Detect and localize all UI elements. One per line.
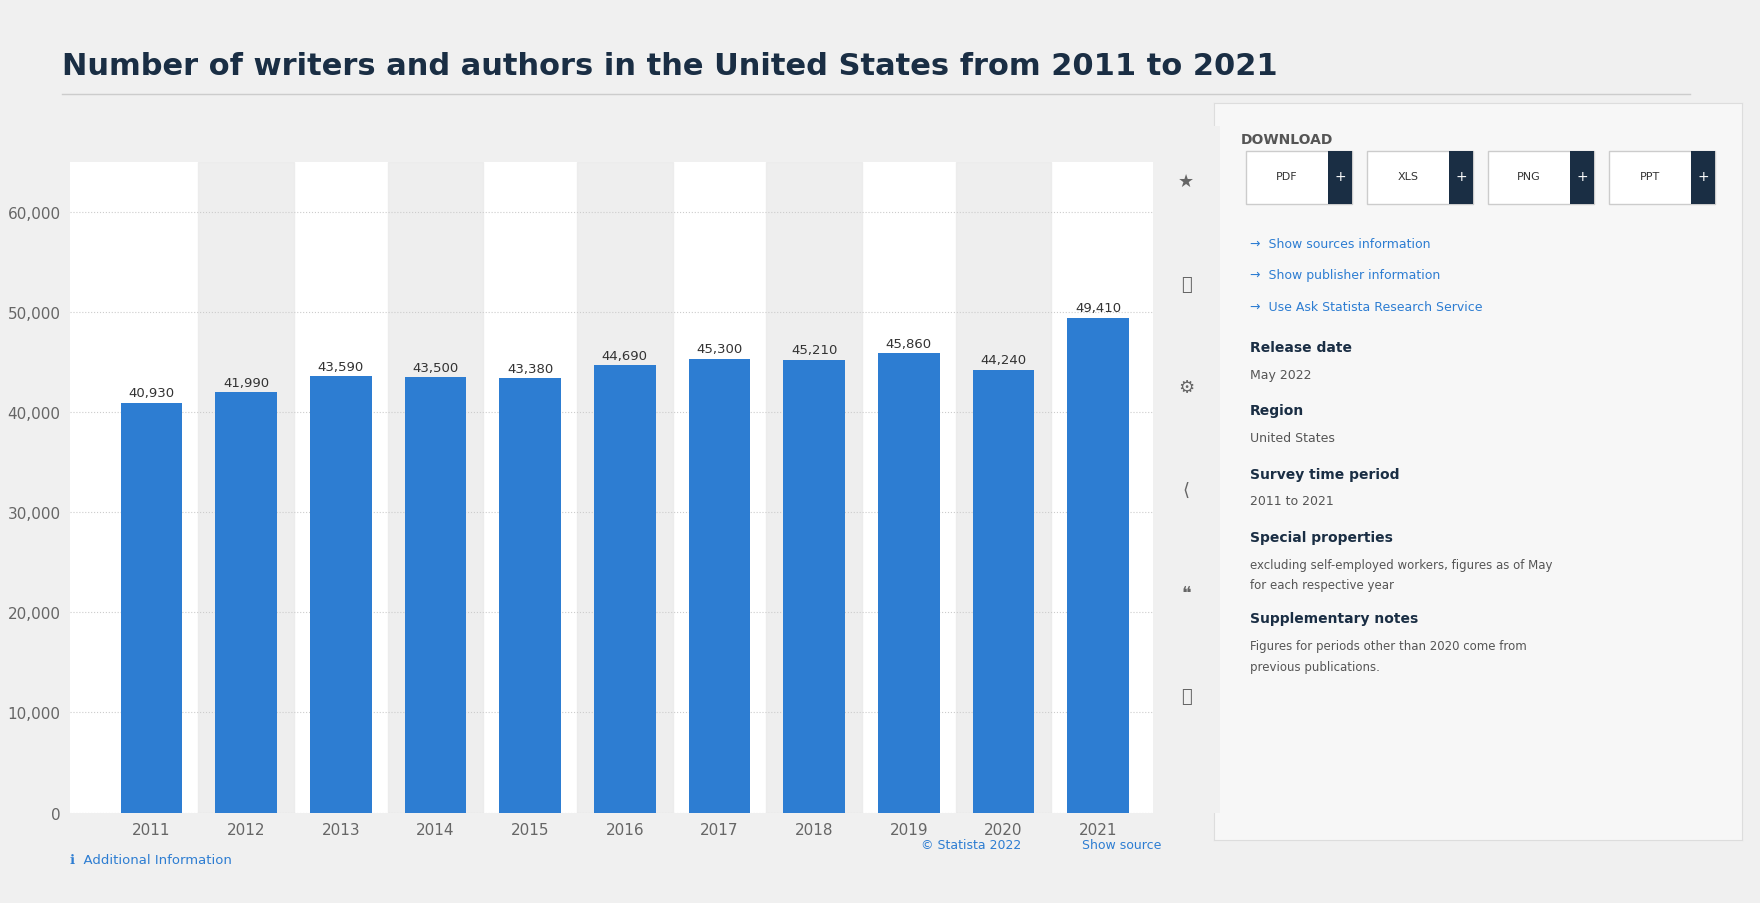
Text: 45,300: 45,300 bbox=[697, 343, 743, 356]
Text: May 2022: May 2022 bbox=[1250, 368, 1311, 381]
Text: 45,860: 45,860 bbox=[885, 338, 931, 350]
Text: →  Show publisher information: → Show publisher information bbox=[1250, 269, 1440, 282]
Text: United States: United States bbox=[1250, 432, 1334, 444]
Text: Show source: Show source bbox=[1082, 838, 1162, 851]
Bar bbox=[199, 163, 294, 813]
Text: Release date: Release date bbox=[1250, 340, 1352, 355]
Bar bbox=[766, 163, 862, 813]
Text: +: + bbox=[1456, 170, 1466, 184]
Text: ℹ  Additional Information: ℹ Additional Information bbox=[70, 853, 232, 866]
Text: XLS: XLS bbox=[1397, 172, 1419, 182]
Text: →  Show sources information: → Show sources information bbox=[1250, 237, 1431, 250]
Text: →  Use Ask Statista Research Service: → Use Ask Statista Research Service bbox=[1250, 301, 1482, 313]
Bar bbox=[310, 377, 371, 813]
Text: Special properties: Special properties bbox=[1250, 530, 1392, 545]
Text: 2011 to 2021: 2011 to 2021 bbox=[1250, 495, 1334, 507]
Text: Supplementary notes: Supplementary notes bbox=[1250, 611, 1419, 626]
Text: 40,930: 40,930 bbox=[128, 386, 174, 400]
Text: © Statista 2022: © Statista 2022 bbox=[920, 838, 1021, 851]
Bar bbox=[1609, 152, 1716, 205]
Text: +: + bbox=[1334, 170, 1346, 184]
Bar bbox=[1366, 152, 1473, 205]
Bar bbox=[1246, 152, 1352, 205]
Bar bbox=[121, 404, 183, 813]
Text: ❝: ❝ bbox=[1181, 584, 1192, 602]
Bar bbox=[215, 393, 276, 813]
Bar bbox=[405, 377, 466, 813]
Text: DOWNLOAD: DOWNLOAD bbox=[1241, 133, 1332, 147]
Bar bbox=[783, 360, 845, 813]
Bar bbox=[1448, 152, 1473, 205]
Text: ★: ★ bbox=[1177, 172, 1195, 191]
Bar bbox=[878, 354, 940, 813]
Text: 43,380: 43,380 bbox=[507, 362, 553, 376]
Text: 41,990: 41,990 bbox=[224, 377, 269, 389]
Text: ⟨: ⟨ bbox=[1183, 481, 1190, 499]
Bar bbox=[1067, 319, 1128, 813]
Text: Figures for periods other than 2020 come from: Figures for periods other than 2020 come… bbox=[1250, 639, 1526, 652]
Text: PNG: PNG bbox=[1517, 172, 1540, 182]
Text: Region: Region bbox=[1250, 404, 1304, 418]
Text: PPT: PPT bbox=[1640, 172, 1660, 182]
Bar bbox=[973, 370, 1035, 813]
Text: PDF: PDF bbox=[1276, 172, 1297, 182]
Text: 44,690: 44,690 bbox=[602, 349, 648, 362]
Text: 49,410: 49,410 bbox=[1075, 302, 1121, 315]
Bar bbox=[1691, 152, 1714, 205]
Text: 44,240: 44,240 bbox=[980, 354, 1026, 367]
Text: +: + bbox=[1697, 170, 1709, 184]
Text: previous publications.: previous publications. bbox=[1250, 660, 1380, 673]
Bar bbox=[1570, 152, 1595, 205]
Bar bbox=[956, 163, 1051, 813]
Bar bbox=[1487, 152, 1595, 205]
Bar bbox=[577, 163, 672, 813]
Text: ⚙: ⚙ bbox=[1177, 378, 1195, 396]
Bar bbox=[595, 366, 655, 813]
Text: 43,500: 43,500 bbox=[412, 361, 459, 374]
Text: Number of writers and authors in the United States from 2011 to 2021: Number of writers and authors in the Uni… bbox=[62, 52, 1278, 81]
Text: 🖨: 🖨 bbox=[1181, 687, 1192, 705]
Bar bbox=[1329, 152, 1352, 205]
Text: for each respective year: for each respective year bbox=[1250, 579, 1394, 591]
Text: 43,590: 43,590 bbox=[319, 360, 364, 373]
Text: excluding self-employed workers, figures as of May: excluding self-employed workers, figures… bbox=[1250, 558, 1552, 571]
Text: 45,210: 45,210 bbox=[790, 344, 838, 357]
Text: Survey time period: Survey time period bbox=[1250, 467, 1399, 481]
Bar bbox=[387, 163, 484, 813]
Bar bbox=[500, 378, 561, 813]
Text: 🔔: 🔔 bbox=[1181, 275, 1192, 293]
Text: +: + bbox=[1577, 170, 1588, 184]
Bar bbox=[688, 359, 750, 813]
